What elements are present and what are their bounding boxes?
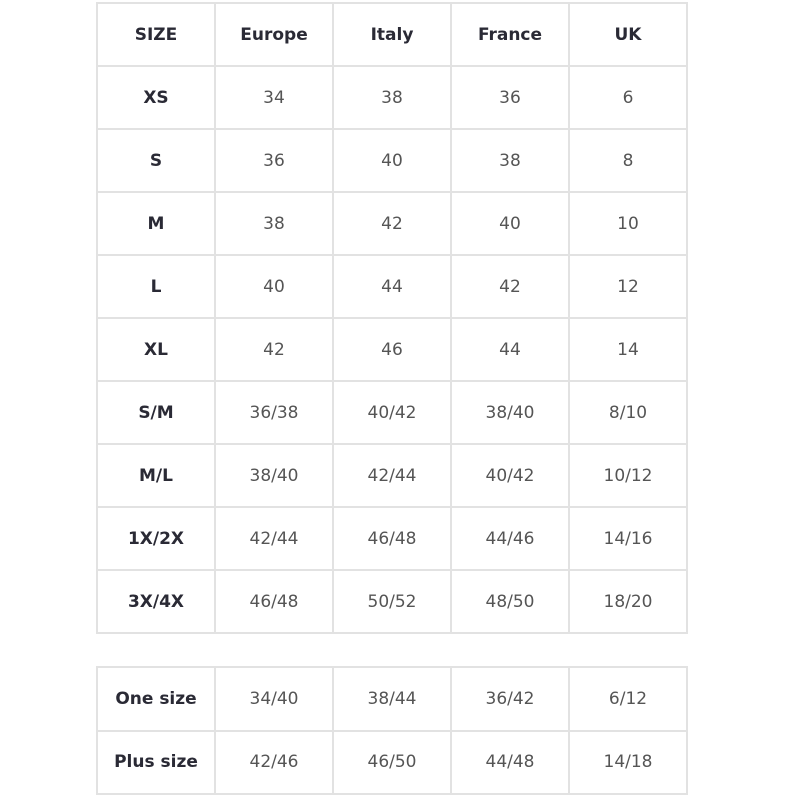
table-row: 1X/2X 42/44 46/48 44/46 14/16 xyxy=(96,506,688,571)
size-value-cell: 42 xyxy=(332,191,452,256)
size-value-cell: 14 xyxy=(568,317,688,382)
size-value-cell: 36 xyxy=(450,65,570,130)
size-value-cell: 8/10 xyxy=(568,380,688,445)
size-value-cell: 14/16 xyxy=(568,506,688,571)
size-label-cell: S/M xyxy=(96,380,216,445)
size-value-cell: 44/48 xyxy=(450,729,570,795)
size-label-cell: M xyxy=(96,191,216,256)
size-value-cell: 40/42 xyxy=(332,380,452,445)
table-row: S 36 40 38 8 xyxy=(96,128,688,193)
size-value-cell: 42 xyxy=(214,317,334,382)
size-value-cell: 48/50 xyxy=(450,569,570,634)
size-value-cell: 44 xyxy=(450,317,570,382)
size-value-cell: 50/52 xyxy=(332,569,452,634)
size-value-cell: 42 xyxy=(450,254,570,319)
size-value-cell: 44 xyxy=(332,254,452,319)
size-label-cell: XL xyxy=(96,317,216,382)
special-sizes-table: One size 34/40 38/44 36/42 6/12 Plus size 42/4… xyxy=(96,666,688,795)
table-row: S/M 36/38 40/42 38/40 8/10 xyxy=(96,380,688,445)
size-value-cell: 8 xyxy=(568,128,688,193)
size-value-cell: 44/46 xyxy=(450,506,570,571)
size-value-cell: 46/48 xyxy=(332,506,452,571)
size-label-cell: 3X/4X xyxy=(96,569,216,634)
size-chart-table: SIZE Europe Italy France UK XS 34 38 36 6 S 36 40 38 8… xyxy=(96,2,688,634)
size-value-cell: 36/38 xyxy=(214,380,334,445)
size-label-cell: Plus size xyxy=(96,729,216,795)
table-row: 3X/4X 46/48 50/52 48/50 18/20 xyxy=(96,569,688,634)
size-label-cell: L xyxy=(96,254,216,319)
size-value-cell: 6 xyxy=(568,65,688,130)
size-value-cell: 38 xyxy=(450,128,570,193)
size-value-cell: 38 xyxy=(214,191,334,256)
column-header: UK xyxy=(568,2,688,67)
size-value-cell: 38/40 xyxy=(214,443,334,508)
size-value-cell: 6/12 xyxy=(568,666,688,732)
size-value-cell: 18/20 xyxy=(568,569,688,634)
size-value-cell: 36/42 xyxy=(450,666,570,732)
table-row: One size 34/40 38/44 36/42 6/12 xyxy=(96,666,688,732)
size-label-cell: XS xyxy=(96,65,216,130)
size-value-cell: 40 xyxy=(332,128,452,193)
size-value-cell: 36 xyxy=(214,128,334,193)
table-row: Plus size 42/46 46/50 44/48 14/18 xyxy=(96,729,688,795)
size-label-cell: M/L xyxy=(96,443,216,508)
table-row: XL 42 46 44 14 xyxy=(96,317,688,382)
size-value-cell: 42/46 xyxy=(214,729,334,795)
size-value-cell: 42/44 xyxy=(332,443,452,508)
size-value-cell: 34/40 xyxy=(214,666,334,732)
size-value-cell: 42/44 xyxy=(214,506,334,571)
header-row: SIZE Europe Italy France UK xyxy=(96,2,688,67)
size-value-cell: 38/40 xyxy=(450,380,570,445)
table-row: L 40 44 42 12 xyxy=(96,254,688,319)
size-value-cell: 14/18 xyxy=(568,729,688,795)
column-header: Italy xyxy=(332,2,452,67)
table-row: M/L 38/40 42/44 40/42 10/12 xyxy=(96,443,688,508)
size-value-cell: 10 xyxy=(568,191,688,256)
size-value-cell: 40/42 xyxy=(450,443,570,508)
size-label-cell: 1X/2X xyxy=(96,506,216,571)
size-value-cell: 38/44 xyxy=(332,666,452,732)
size-label-cell: One size xyxy=(96,666,216,732)
size-value-cell: 46/48 xyxy=(214,569,334,634)
size-value-cell: 46/50 xyxy=(332,729,452,795)
size-value-cell: 46 xyxy=(332,317,452,382)
table-row: M 38 42 40 10 xyxy=(96,191,688,256)
size-label-cell: S xyxy=(96,128,216,193)
table-row: XS 34 38 36 6 xyxy=(96,65,688,130)
column-header: France xyxy=(450,2,570,67)
size-value-cell: 40 xyxy=(450,191,570,256)
size-value-cell: 34 xyxy=(214,65,334,130)
size-value-cell: 12 xyxy=(568,254,688,319)
size-value-cell: 40 xyxy=(214,254,334,319)
size-value-cell: 10/12 xyxy=(568,443,688,508)
column-header: SIZE xyxy=(96,2,216,67)
column-header: Europe xyxy=(214,2,334,67)
size-value-cell: 38 xyxy=(332,65,452,130)
